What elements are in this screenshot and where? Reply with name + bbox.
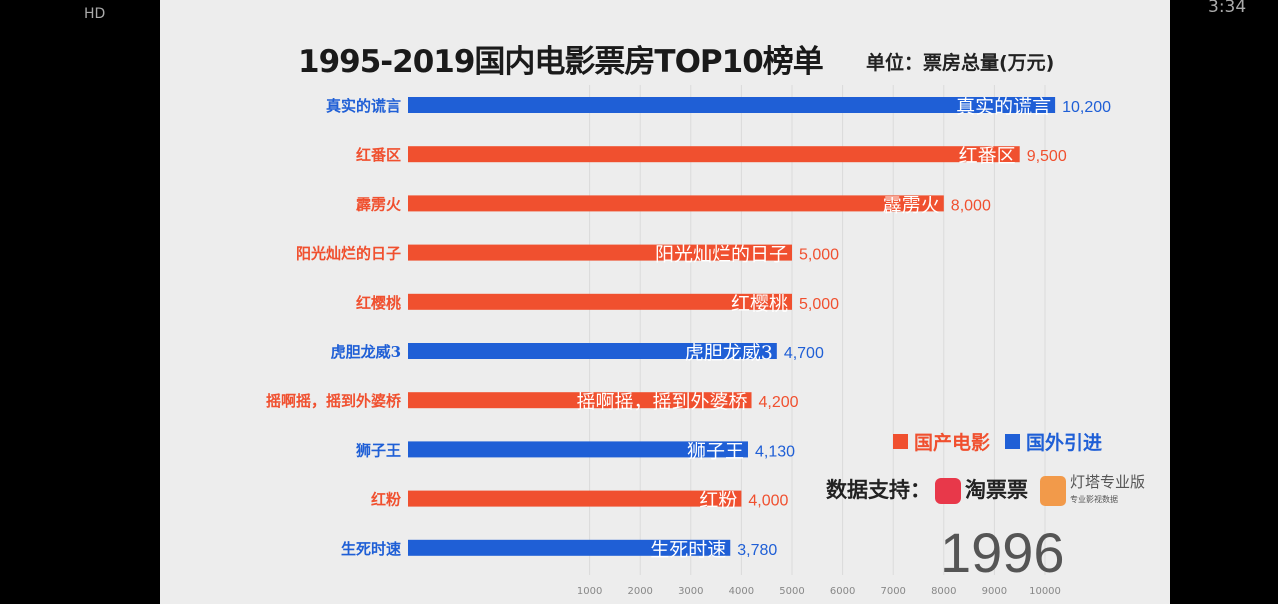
bar-inner-label: 阳光灿烂的日子 [655,244,788,266]
category-label: 真实的谎言 [326,97,401,115]
category-label: 红樱桃 [356,294,401,312]
bar-inner-label: 生死时速 [650,539,726,561]
bar [408,392,752,409]
x-tick-label: 2000 [627,586,652,597]
category-label: 阳光灿烂的日子 [296,245,401,263]
dengta-logo-icon [1040,476,1066,506]
category-label: 红粉 [371,491,401,509]
value-label: 4,200 [759,394,799,411]
category-label: 生死时速 [341,540,401,558]
bar [408,293,792,310]
value-label: 10,200 [1062,99,1111,116]
category-label: 摇啊摇，摇到外婆桥 [266,392,402,410]
bar-inner-label: 真实的谎言 [956,96,1051,118]
value-label: 3,780 [737,542,777,559]
value-label: 5,000 [799,296,839,313]
bar [408,490,742,507]
category-label: 虎胆龙威3 [331,343,401,361]
bar-inner-label: 红樱桃 [731,293,788,315]
data-source: 数据支持： 淘票票 灯塔专业版 专业影视数据 [826,473,1146,506]
bar-inner-label: 红粉 [699,490,737,512]
category-label: 红番区 [356,146,401,164]
clock: 3:34 [1208,0,1247,17]
value-label: 4,130 [755,443,795,460]
taopiaopiao-logo-icon [935,478,961,504]
x-tick-label: 3000 [678,586,703,597]
bar-inner-label: 红番区 [959,145,1016,167]
bar-inner-label: 狮子王 [687,440,744,462]
x-tick-label: 7000 [880,586,905,597]
category-label: 狮子王 [355,441,401,459]
x-tick-label: 10000 [1029,586,1061,597]
x-tick-label: 5000 [779,586,804,597]
x-tick-label: 6000 [830,586,855,597]
legend-domestic: 国产电影 [893,428,990,455]
bar [408,441,748,458]
bar [408,343,777,359]
legend-foreign: 国外引进 [1005,428,1102,455]
network-indicator: HD [84,6,106,22]
bar-inner-label: 摇啊摇，摇到外婆桥 [577,391,748,413]
value-label: 4,700 [784,345,824,362]
value-label: 8,000 [951,197,991,214]
value-label: 9,500 [1027,148,1067,165]
x-tick-label: 4000 [729,586,754,597]
bar-inner-label: 霹雳火 [883,194,940,216]
category-label: 霹雳火 [355,195,402,213]
bar [408,195,944,212]
bar-inner-label: 虎胆龙威3 [685,342,773,364]
bar [408,539,731,556]
bar [408,244,792,261]
bar [408,97,1056,113]
x-tick-label: 9000 [982,586,1007,597]
value-label: 5,000 [799,247,839,264]
chart-title: 1995-2019国内电影票房TOP10榜单 [298,44,824,80]
unit-label: 单位：票房总量(万元) [866,52,1055,74]
value-label: 4,000 [748,493,788,510]
bar [408,146,1020,163]
x-tick-label: 1000 [577,586,602,597]
x-tick-label: 8000 [931,586,956,597]
year-label: 1996 [940,521,1065,584]
